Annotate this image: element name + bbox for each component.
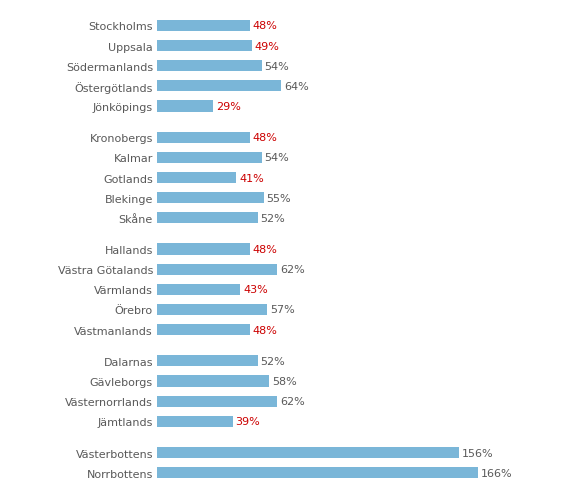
Bar xyxy=(157,101,213,112)
Text: 62%: 62% xyxy=(280,396,305,407)
Text: 55%: 55% xyxy=(266,193,291,203)
Bar xyxy=(157,41,252,52)
Bar xyxy=(157,21,250,32)
Bar xyxy=(157,173,236,183)
Bar xyxy=(157,61,261,72)
Bar xyxy=(157,356,257,366)
Bar xyxy=(157,467,479,478)
Bar xyxy=(157,284,240,295)
Text: 29%: 29% xyxy=(216,102,241,112)
Text: 48%: 48% xyxy=(253,133,278,143)
Text: 43%: 43% xyxy=(243,285,268,295)
Bar xyxy=(157,396,277,407)
Bar xyxy=(157,244,250,255)
Bar xyxy=(157,153,261,163)
Text: 54%: 54% xyxy=(264,153,289,163)
Bar xyxy=(157,376,269,387)
Text: 58%: 58% xyxy=(272,376,297,386)
Text: 48%: 48% xyxy=(253,244,278,255)
Text: 52%: 52% xyxy=(261,356,286,366)
Bar xyxy=(157,193,264,204)
Text: 41%: 41% xyxy=(240,173,264,183)
Bar xyxy=(157,447,459,458)
Bar xyxy=(157,264,277,275)
Bar xyxy=(157,81,281,92)
Bar xyxy=(157,325,250,335)
Text: 54%: 54% xyxy=(264,61,289,72)
Text: 64%: 64% xyxy=(284,81,309,92)
Text: 156%: 156% xyxy=(462,447,494,458)
Bar xyxy=(157,132,250,143)
Text: 62%: 62% xyxy=(280,264,305,275)
Bar xyxy=(157,213,257,224)
Text: 166%: 166% xyxy=(481,468,513,478)
Text: 49%: 49% xyxy=(255,41,280,51)
Text: 57%: 57% xyxy=(270,305,295,315)
Bar xyxy=(157,305,268,315)
Bar xyxy=(157,416,233,427)
Text: 48%: 48% xyxy=(253,325,278,335)
Text: 48%: 48% xyxy=(253,21,278,31)
Text: 39%: 39% xyxy=(236,416,260,427)
Text: 52%: 52% xyxy=(261,213,286,224)
